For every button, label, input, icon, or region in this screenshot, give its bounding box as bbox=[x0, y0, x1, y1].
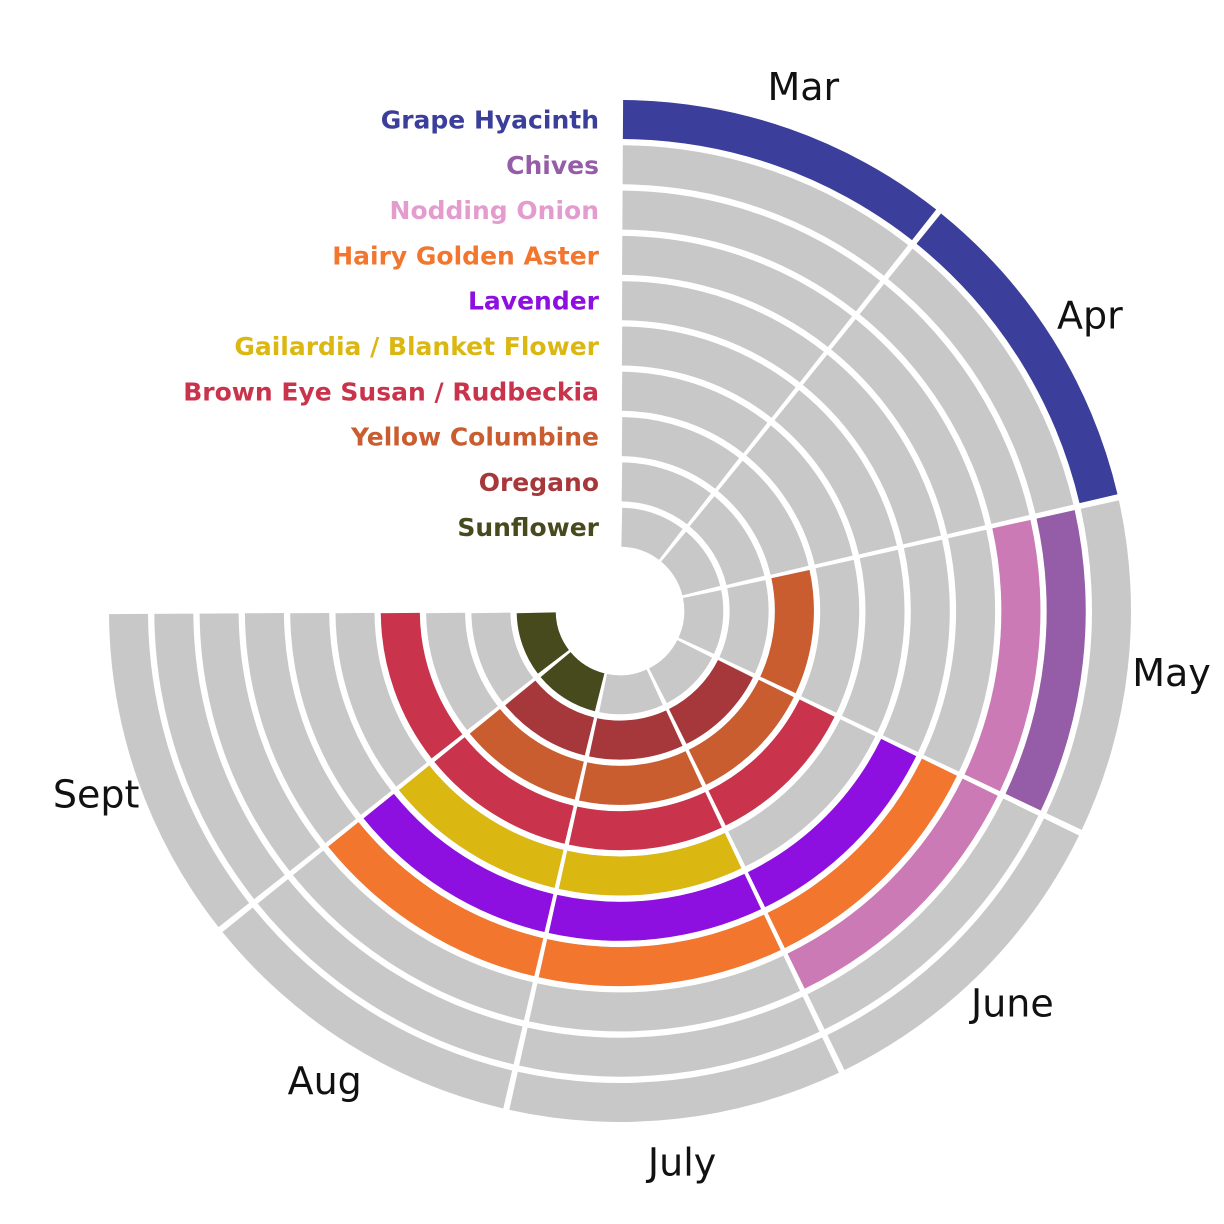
legend-item-gailardia-blanket-flower: Gailardia / Blanket Flower bbox=[234, 332, 599, 361]
bloom-yellow-columbine-may bbox=[760, 570, 814, 694]
legend: Grape Hyacinth Chives Nodding Onion Hairy G… bbox=[183, 106, 599, 543]
track-lavender-sept bbox=[290, 612, 392, 815]
month-label-june: June bbox=[969, 981, 1054, 1025]
track-gailardia-blanket-flower-apr bbox=[774, 389, 897, 555]
track-gailardia-blanket-flower-june bbox=[728, 719, 876, 867]
month-label-july: July bbox=[646, 1141, 716, 1185]
track-chives-mar bbox=[622, 145, 909, 276]
track-yellow-columbine-mar bbox=[621, 417, 740, 489]
bloom-oregano-july bbox=[589, 710, 683, 760]
legend-item-yellow-columbine: Yellow Columbine bbox=[350, 423, 599, 452]
track-gailardia-blanket-flower-mar bbox=[621, 326, 796, 418]
bloom-yellow-columbine-aug bbox=[469, 708, 584, 800]
track-brown-eye-susan-rudbeckia-mar bbox=[621, 371, 768, 454]
month-label-apr: Apr bbox=[1057, 294, 1123, 338]
bloom-sunflower-aug bbox=[540, 652, 605, 712]
legend-item-lavender: Lavender bbox=[468, 287, 600, 316]
bloom-hairy-golden-aster-aug bbox=[328, 822, 544, 977]
track-lavender-apr bbox=[802, 354, 942, 545]
legend-item-nodding-onion: Nodding Onion bbox=[390, 196, 599, 225]
track-chives-july bbox=[519, 996, 820, 1077]
month-label-mar: Mar bbox=[767, 65, 839, 109]
track-oregano-apr bbox=[689, 496, 765, 586]
track-hairy-golden-aster-may bbox=[923, 529, 996, 772]
track-nodding-onion-july bbox=[528, 955, 801, 1032]
track-chives-sept bbox=[154, 613, 285, 900]
track-gailardia-blanket-flower-may bbox=[842, 549, 905, 733]
track-chives-june bbox=[807, 798, 1039, 1030]
legend-item-hairy-golden-aster: Hairy Golden Aster bbox=[332, 241, 599, 270]
month-label-may: May bbox=[1132, 651, 1211, 695]
bloom-sunflower-sept bbox=[516, 612, 569, 674]
track-brown-eye-susan-rudbeckia-may bbox=[801, 559, 860, 713]
track-oregano-mar bbox=[621, 462, 711, 525]
track-nodding-onion-aug bbox=[292, 850, 533, 1021]
legend-item-oregano: Oregano bbox=[479, 468, 599, 497]
track-sunflower-may bbox=[678, 590, 724, 654]
bloom-grape-hyacinth-mar bbox=[622, 100, 937, 241]
track-sunflower-july bbox=[599, 669, 663, 715]
bloom-brown-eye-susan-rudbeckia-sept bbox=[380, 612, 463, 759]
track-grape-hyacinth-aug bbox=[222, 907, 513, 1109]
bloom-nodding-onion-may bbox=[964, 519, 1041, 792]
bloom-hairy-golden-aster-june bbox=[767, 758, 957, 948]
track-lavender-may bbox=[882, 539, 950, 753]
bloom-oregano-june bbox=[669, 660, 753, 744]
track-grape-hyacinth-may bbox=[1046, 500, 1131, 830]
legend-item-chives: Chives bbox=[506, 151, 599, 180]
track-hairy-golden-aster-apr bbox=[831, 319, 986, 535]
legend-item-brown-eye-susan-rudbeckia: Brown Eye Susan / Rudbeckia bbox=[183, 377, 599, 406]
bloom-brown-eye-susan-rudbeckia-aug bbox=[434, 737, 574, 844]
month-label-sept: Sept bbox=[53, 772, 140, 816]
bloom-chives-may bbox=[1005, 510, 1086, 811]
track-chives-aug bbox=[257, 879, 523, 1065]
month-labels: Mar Apr May June July Aug Sept bbox=[53, 65, 1211, 1184]
bloom-lavender-july bbox=[548, 873, 762, 941]
legend-item-grape-hyacinth: Grape Hyacinth bbox=[381, 106, 599, 135]
bloom-gailardia-blanket-flower-july bbox=[558, 833, 742, 896]
month-label-aug: Aug bbox=[288, 1059, 362, 1103]
track-nodding-onion-mar bbox=[622, 190, 881, 312]
track-sunflower-apr bbox=[661, 531, 721, 596]
bloom-brown-eye-susan-rudbeckia-july bbox=[568, 792, 722, 851]
track-nodding-onion-apr bbox=[859, 283, 1030, 524]
track-oregano-may bbox=[719, 580, 769, 674]
track-lavender-mar bbox=[621, 281, 824, 383]
bloom-yellow-columbine-june bbox=[688, 679, 794, 785]
track-grape-hyacinth-june bbox=[827, 818, 1080, 1071]
track-sunflower-mar bbox=[621, 507, 683, 560]
bloom-lavender-june bbox=[747, 738, 917, 908]
bloom-lavender-aug bbox=[363, 793, 554, 933]
track-grape-hyacinth-july bbox=[509, 1037, 839, 1122]
track-grape-hyacinth-sept bbox=[109, 613, 250, 928]
track-nodding-onion-sept bbox=[199, 613, 321, 872]
track-chives-apr bbox=[888, 248, 1074, 514]
bloom-nodding-onion-june bbox=[787, 778, 998, 989]
bloom-grape-hyacinth-apr bbox=[916, 213, 1118, 504]
bloom-hairy-golden-aster-july bbox=[538, 914, 781, 987]
bloom-brown-eye-susan-rudbeckia-june bbox=[708, 699, 835, 826]
bloom-arcs bbox=[328, 100, 1118, 989]
bloom-gailardia-blanket-flower-aug bbox=[398, 765, 564, 888]
track-yellow-columbine-apr bbox=[717, 460, 809, 575]
track-brown-eye-susan-rudbeckia-apr bbox=[746, 425, 853, 565]
track-yellow-columbine-sept bbox=[426, 612, 498, 731]
bloom-yellow-columbine-july bbox=[579, 751, 703, 805]
track-gailardia-blanket-flower-sept bbox=[335, 612, 427, 787]
track-hairy-golden-aster-mar bbox=[622, 235, 853, 347]
bloom-oregano-aug bbox=[505, 680, 595, 756]
track-oregano-sept bbox=[471, 612, 534, 702]
legend-item-sunflower: Sunflower bbox=[457, 513, 599, 542]
track-hairy-golden-aster-sept bbox=[244, 613, 356, 844]
track-sunflower-june bbox=[649, 640, 713, 704]
